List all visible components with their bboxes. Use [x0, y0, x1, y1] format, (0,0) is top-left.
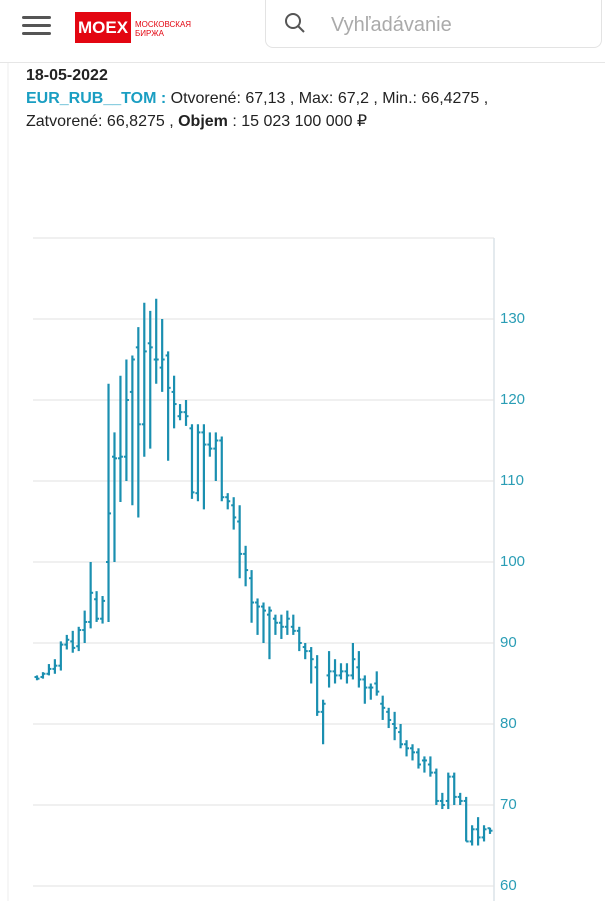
search-icon — [285, 13, 305, 33]
y-tick-label: 70 — [500, 796, 517, 813]
search-box[interactable]: Vyhľadávanie — [265, 0, 602, 48]
logo-subtitle: МОСКОВСКАЯ БИРЖА — [135, 20, 192, 38]
close-value: Zatvorené: 66,8275 , — [26, 113, 174, 130]
y-tick-label: 130 — [500, 310, 525, 327]
logo[interactable]: MOEX — [75, 12, 131, 43]
volume: : 15 023 100 000 ₽ — [232, 113, 368, 130]
quote-line: EUR_RUB__TOM : Otvorené: 67,13 , Max: 67… — [26, 87, 488, 110]
y-tick-label: 90 — [500, 634, 517, 651]
quote-values: Otvorené: 67,13 , Max: 67,2 , Min.: 66,4… — [170, 90, 489, 107]
volume-label: Objem — [178, 113, 228, 130]
y-tick-label: 60 — [500, 877, 517, 894]
ticker[interactable]: EUR_RUB__TOM : — [26, 90, 167, 107]
quote-line: Zatvorené: 66,8275 , Objem : 15 023 100 … — [26, 110, 488, 133]
y-tick-label: 120 — [500, 391, 525, 408]
search-placeholder: Vyhľadávanie — [331, 14, 452, 36]
quote-info: 18-05-2022 EUR_RUB__TOM : Otvorené: 67,1… — [26, 64, 488, 133]
date: 18-05-2022 — [26, 67, 108, 84]
header: MOEX МОСКОВСКАЯ БИРЖА Vyhľadávanie — [0, 0, 605, 63]
y-tick-label: 100 — [500, 553, 525, 570]
y-tick-label: 80 — [500, 715, 517, 732]
y-tick-label: 110 — [500, 472, 524, 489]
